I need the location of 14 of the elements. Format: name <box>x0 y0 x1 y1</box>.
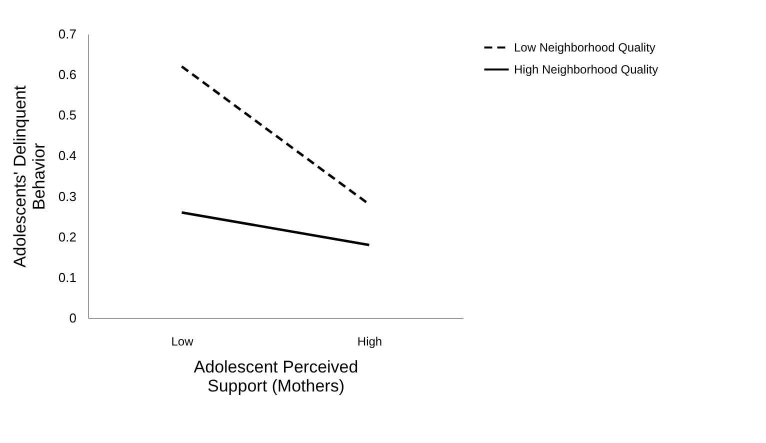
y-tick-label: 0.7 <box>58 26 76 42</box>
y-axis-title: Adolescents' Delinquent Behavior <box>10 85 48 268</box>
y-tick-label: 0.2 <box>58 229 76 244</box>
legend-label: Low Neighborhood Quality <box>514 40 656 54</box>
x-axis-title: Adolescent Perceived Support (Mothers) <box>194 358 358 396</box>
legend-label: High Neighborhood Quality <box>514 62 658 76</box>
y-tick-label: 0.1 <box>58 270 76 285</box>
y-tick-label: 0.6 <box>58 67 76 82</box>
x-tick-label: High <box>357 334 382 348</box>
y-tick-label: 0 <box>69 310 76 326</box>
y-tick-label: 0.5 <box>58 108 76 123</box>
x-tick-label: Low <box>171 334 194 348</box>
y-tick-label: 0.3 <box>58 188 76 204</box>
y-tick-label: 0.4 <box>58 148 76 164</box>
